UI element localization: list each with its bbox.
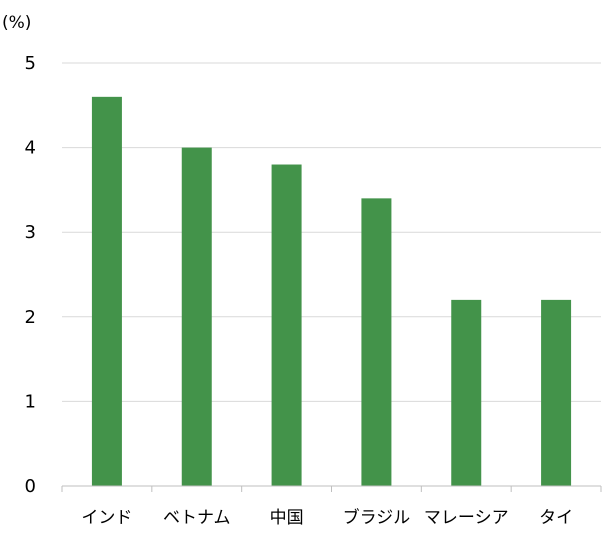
y-tick-label: 1 (25, 391, 36, 412)
x-tick-label: マレーシア (424, 508, 509, 528)
gridlines (62, 62, 601, 402)
x-tick-label: 中国 (270, 508, 304, 528)
bar (541, 299, 572, 486)
bar (91, 96, 122, 486)
y-tick-label: 0 (25, 476, 36, 497)
bar (181, 147, 212, 486)
x-axis-tick-labels: インド ベトナム 中国 ブラジル マレーシア タイ (81, 507, 573, 528)
x-tick-label: インド (81, 508, 132, 528)
y-axis-unit-label: (%) (2, 13, 31, 33)
y-tick-label: 2 (25, 307, 36, 328)
y-axis-tick-labels: 0 1 2 3 4 5 (25, 53, 36, 497)
x-tick-label: ベトナム (163, 508, 231, 528)
bar (361, 198, 392, 487)
bars (91, 96, 572, 487)
y-tick-label: 4 (25, 138, 36, 159)
y-tick-label: 5 (25, 53, 36, 74)
bar (451, 299, 482, 486)
bar (271, 164, 302, 486)
x-tick-label: ブラジル (343, 507, 411, 528)
x-tick-label: タイ (539, 508, 573, 528)
y-tick-label: 3 (25, 222, 36, 243)
x-axis (61, 485, 602, 492)
